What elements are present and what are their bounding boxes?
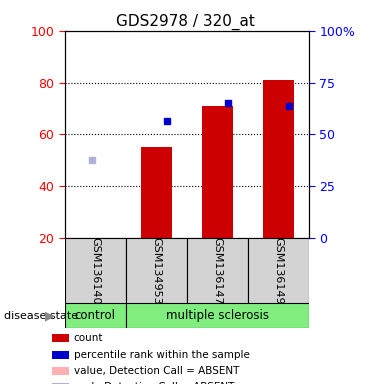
Text: disease state: disease state (4, 311, 78, 321)
Text: rank, Detection Call = ABSENT: rank, Detection Call = ABSENT (74, 382, 234, 384)
Text: GSM134953: GSM134953 (151, 237, 161, 305)
Bar (65, 238, 126, 303)
Text: count: count (74, 333, 103, 343)
Text: value, Detection Call = ABSENT: value, Detection Call = ABSENT (74, 366, 239, 376)
Text: ▶: ▶ (45, 310, 55, 322)
Text: percentile rank within the sample: percentile rank within the sample (74, 350, 250, 360)
Bar (51, 334, 68, 342)
Bar (65, 303, 126, 328)
Text: multiple sclerosis: multiple sclerosis (166, 310, 269, 322)
Text: control: control (75, 310, 116, 322)
Text: GDS2978 / 320_at: GDS2978 / 320_at (115, 13, 255, 30)
Bar (263, 80, 294, 238)
Text: GSM136147: GSM136147 (212, 237, 222, 305)
Bar (51, 351, 68, 359)
Bar (187, 238, 248, 303)
Bar (202, 106, 233, 238)
Bar (141, 147, 172, 238)
Text: GSM136140: GSM136140 (90, 237, 100, 305)
Bar (248, 238, 309, 303)
Text: GSM136149: GSM136149 (273, 237, 283, 305)
Bar (126, 238, 187, 303)
Bar (51, 367, 68, 375)
Bar (126, 303, 309, 328)
